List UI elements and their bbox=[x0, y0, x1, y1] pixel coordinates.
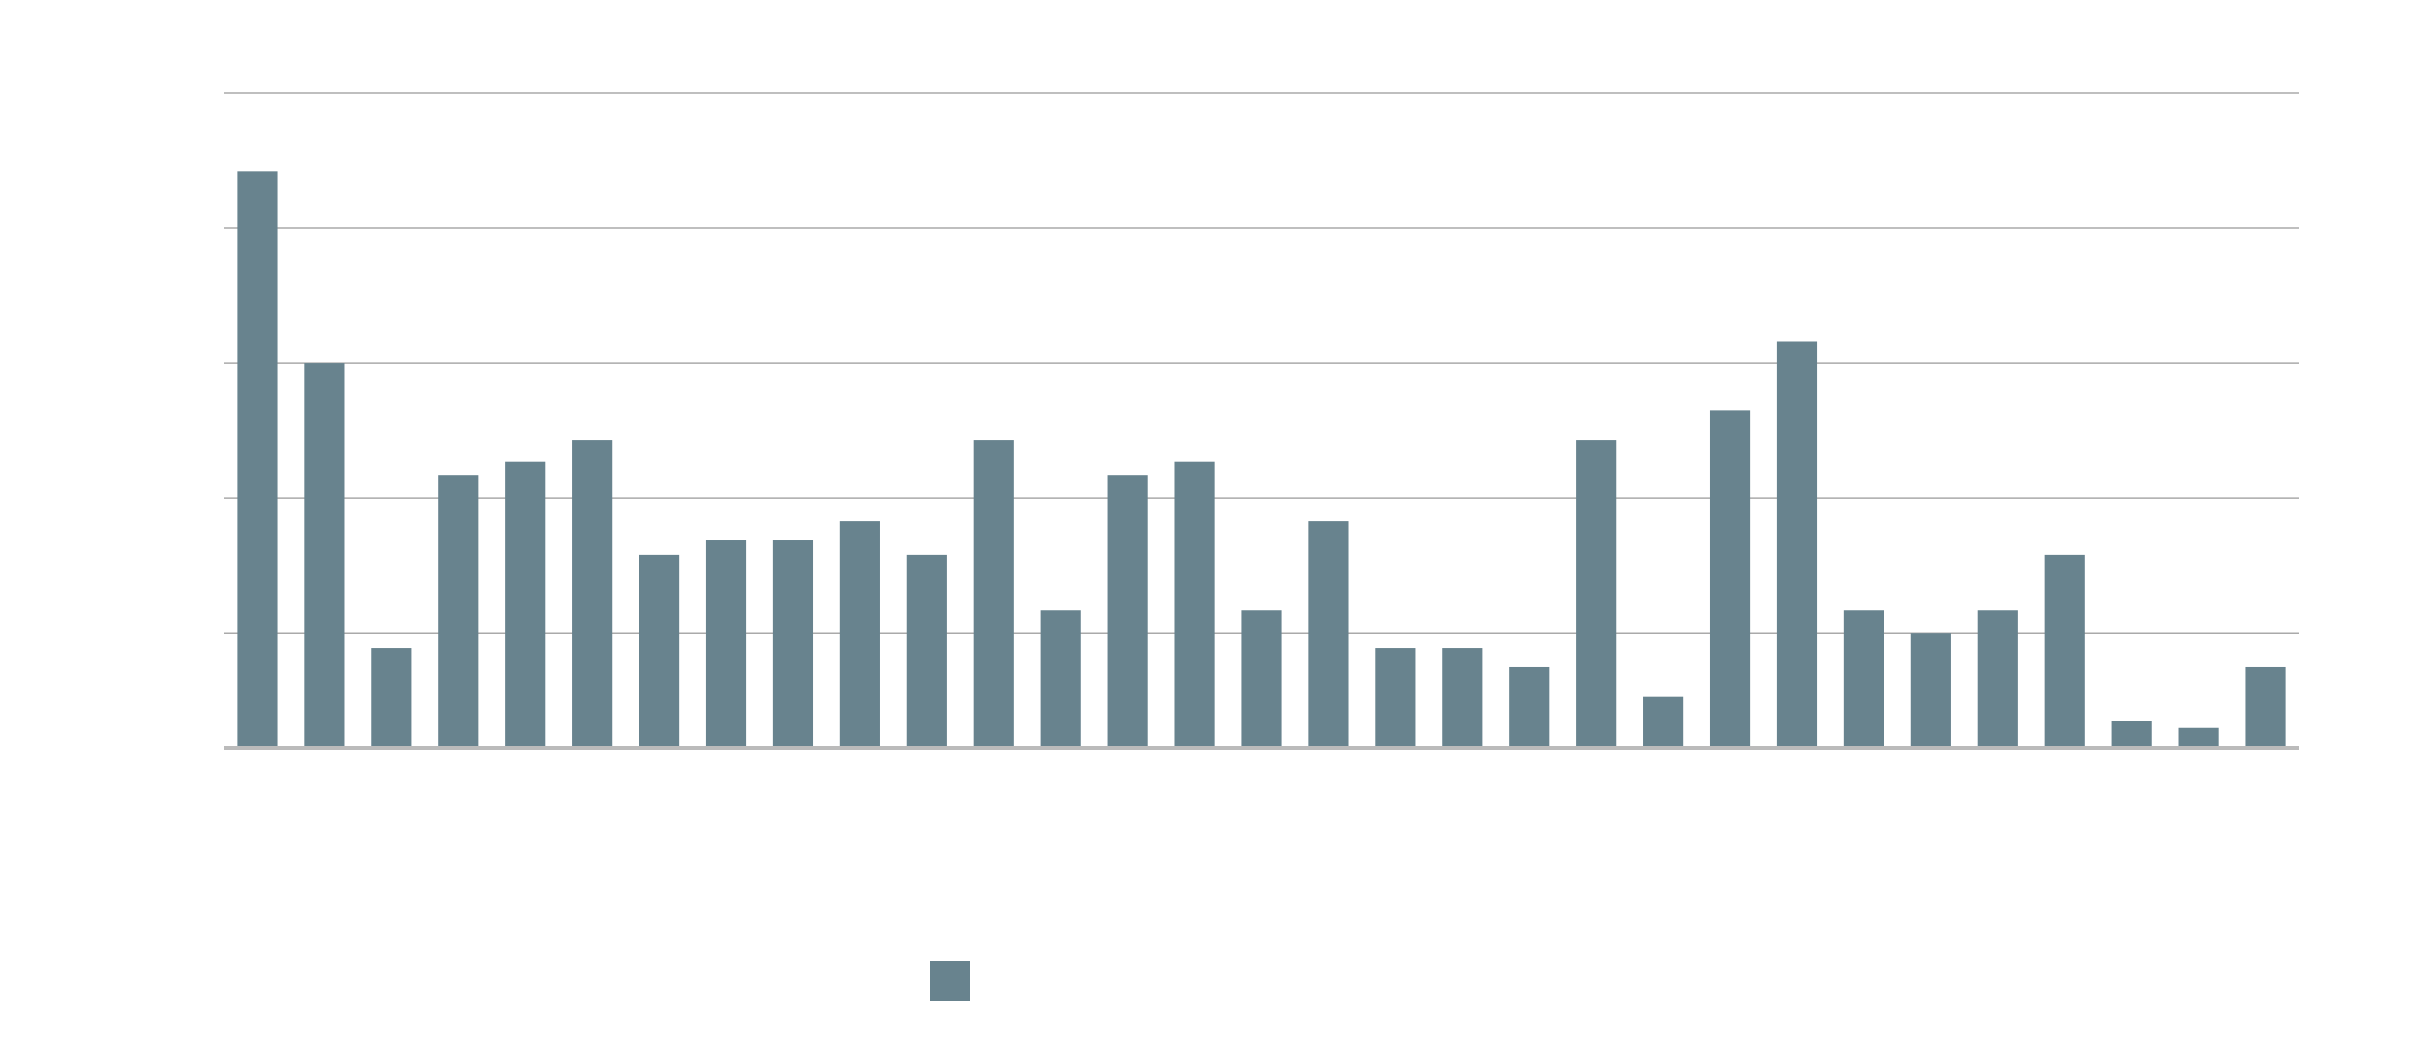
bar bbox=[639, 554, 680, 748]
bar bbox=[772, 540, 814, 748]
bar bbox=[1241, 610, 1282, 748]
bar bbox=[1776, 341, 1818, 748]
bar bbox=[438, 475, 479, 748]
bar bbox=[705, 540, 747, 748]
bar bbox=[2178, 727, 2219, 748]
legend-swatch bbox=[930, 961, 970, 1001]
bar bbox=[973, 440, 1014, 748]
bar bbox=[1107, 475, 1148, 748]
bar bbox=[2245, 666, 2286, 748]
bar bbox=[304, 363, 345, 748]
bar bbox=[1843, 610, 1884, 748]
bar bbox=[1910, 633, 1951, 748]
bar bbox=[1643, 696, 1684, 748]
bar bbox=[1442, 648, 1483, 748]
bar bbox=[1040, 610, 1081, 748]
bar bbox=[1375, 648, 1416, 748]
bar bbox=[237, 171, 278, 748]
bar bbox=[1977, 610, 2018, 748]
bar bbox=[371, 648, 412, 748]
bar bbox=[1709, 410, 1751, 748]
bar bbox=[2044, 554, 2085, 748]
bar bbox=[2111, 720, 2152, 748]
bar bbox=[906, 554, 947, 748]
bar bbox=[1308, 521, 1349, 748]
bar bbox=[1509, 666, 1550, 748]
bar bbox=[505, 461, 546, 748]
bar bbox=[1576, 440, 1617, 748]
bar bbox=[572, 440, 613, 748]
bar bbox=[839, 521, 880, 748]
bar bbox=[1174, 461, 1215, 748]
